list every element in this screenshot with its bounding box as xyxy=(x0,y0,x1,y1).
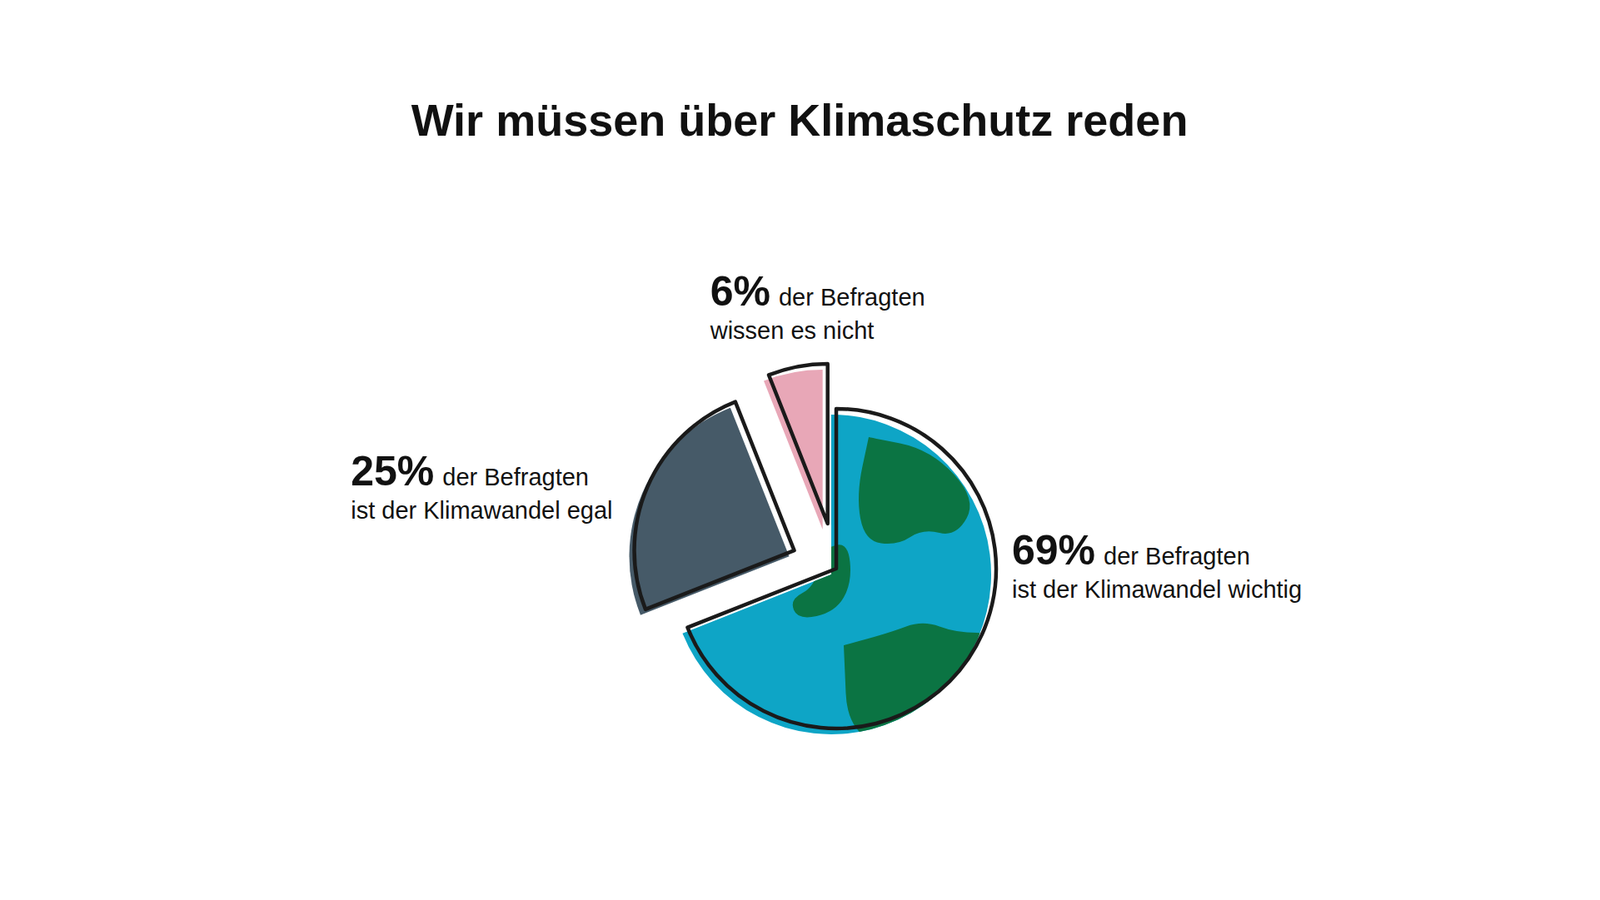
slice xyxy=(763,369,823,530)
chart: Wir müssen über Klimaschutz reden 69% der … xyxy=(0,0,1600,900)
label-text: 6% der Befragten xyxy=(710,268,926,315)
slice-outline xyxy=(768,363,828,524)
slice-outline xyxy=(634,402,795,610)
continent xyxy=(843,623,995,747)
labels: 69% der Befragten ist der Klimawandel wich… xyxy=(350,268,1302,604)
label-text: 25% der Befragten xyxy=(350,448,589,495)
category-label: der Befragten xyxy=(1103,543,1251,570)
category-label: der Befragten xyxy=(442,463,589,491)
category-label: ist der Klimawandel wichtig xyxy=(1011,576,1302,604)
category-label: der Befragten xyxy=(778,284,926,311)
value-label: 25% xyxy=(350,448,434,495)
pie xyxy=(629,363,997,747)
continent xyxy=(858,437,970,544)
category-label: ist der Klimawandel egal xyxy=(350,497,613,524)
title: Wir müssen über Klimaschutz reden xyxy=(411,94,1189,145)
slice-label: 25% der Befragten ist der Klimawandel egal xyxy=(350,448,613,524)
slice-label: 69% der Befragten ist der Klimawandel wich… xyxy=(1011,527,1302,604)
value-label: 6% xyxy=(710,268,771,315)
value-label: 69% xyxy=(1011,527,1096,574)
category-label: wissen es nicht xyxy=(709,317,875,344)
continents xyxy=(792,437,995,747)
label-text: 69% der Befragten xyxy=(1011,527,1251,574)
slice-label: 6% der Befragten wissen es nicht xyxy=(709,268,926,344)
